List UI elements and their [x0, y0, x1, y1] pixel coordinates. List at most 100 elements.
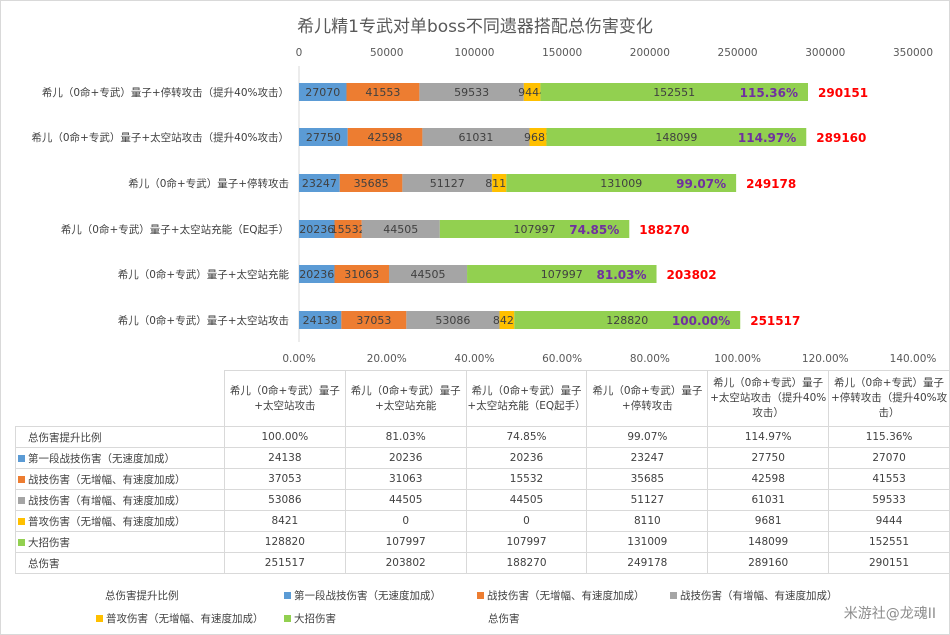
table-cell: 53086	[223, 489, 346, 511]
table-row: 普攻伤害（无增幅、有速度加成） 8421 0 0 8110 9681 9444	[15, 510, 950, 532]
legend-item: 第一段战技伤害（无速度加成）	[284, 588, 441, 603]
table-cell: 249178	[586, 552, 709, 574]
table-cell: 107997	[344, 531, 467, 553]
bar-data-label: 51127	[430, 177, 465, 190]
total-label: 188270	[639, 223, 689, 237]
x-top-tick-label: 250000	[718, 47, 758, 59]
table-cell: 37053	[223, 468, 346, 490]
data-table: 希儿（0命+专武）量子+太空站攻击 希儿（0命+专武）量子+太空站充能 希儿（0命+…	[15, 370, 950, 574]
total-label: 290151	[818, 86, 868, 100]
legend-label: 第一段战技伤害（无速度加成）	[294, 590, 441, 602]
table-row: 大招伤害 128820 107997 107997 131009 148099 152551	[15, 531, 950, 553]
table-cell: 9681	[707, 510, 830, 532]
table-row-label-text: 普攻伤害（无增幅、有速度加成）	[28, 515, 186, 528]
table-cell: 44505	[465, 489, 588, 511]
ratio-label: 114.97%	[738, 131, 796, 145]
bar-data-label: 44505	[411, 268, 446, 281]
table-cell: 188270	[465, 552, 588, 574]
bar-data-label: 44505	[383, 223, 418, 236]
table-cell: 59533	[828, 489, 950, 511]
bar-segment	[299, 83, 347, 101]
ratio-label: 99.07%	[676, 177, 726, 191]
total-label: 289160	[816, 131, 866, 145]
table-column-header: 希儿（0命+专武）量子+停转攻击（提升40%攻击）	[828, 370, 950, 427]
table-cell: 51127	[586, 489, 709, 511]
x-bottom-tick-label: 120.00%	[802, 353, 849, 365]
table-row-label-text: 战技伤害（无增幅、有速度加成）	[28, 473, 186, 486]
table-cell: 44505	[344, 489, 467, 511]
bar-data-label: 8421	[493, 314, 521, 327]
table-cell: 107997	[465, 531, 588, 553]
bar-data-label: 35685	[354, 177, 389, 190]
x-bottom-tick-label: 40.00%	[454, 353, 494, 365]
bar-segment	[467, 265, 657, 283]
x-bottom-tick-label: 100.00%	[714, 353, 761, 365]
table-cell: 131009	[586, 531, 709, 553]
y-category-label: 希儿（0命+专武）量子+太空站充能	[118, 268, 290, 281]
chart-title: 希儿精1专武对单boss不同遗器搭配总伤害变化	[297, 17, 653, 37]
table-cell: 42598	[707, 468, 830, 490]
total-label: 203802	[667, 268, 717, 282]
bar-data-label: 37053	[356, 314, 391, 327]
table-cell: 8421	[223, 510, 346, 532]
bar-data-label: 42598	[368, 131, 403, 144]
bar-segment	[406, 311, 500, 329]
bar-segment	[422, 128, 530, 146]
table-row-label: 总伤害	[15, 552, 225, 574]
legend-item: 总伤害提升比例	[105, 588, 179, 603]
x-bottom-tick-label: 60.00%	[542, 353, 582, 365]
table-cell: 61031	[707, 489, 830, 511]
bar-segment	[506, 174, 737, 192]
table-column-header: 希儿（0命+专武）量子+太空站充能（EQ起手）	[465, 370, 588, 427]
table-row-label: 总伤害提升比例	[15, 426, 225, 448]
legend-swatch	[477, 592, 484, 599]
legend-item: 战技伤害（无增幅、有速度加成）	[477, 588, 645, 603]
bar-data-label: 8110	[485, 177, 513, 190]
legend-swatch	[284, 615, 291, 622]
table-cell: 289160	[707, 552, 830, 574]
legend-swatch	[18, 454, 25, 462]
bar-data-label: 107997	[541, 268, 583, 281]
x-top-tick-label: 200000	[630, 47, 670, 59]
legend-swatch	[18, 475, 25, 483]
table-row-label: 大招伤害	[15, 531, 225, 553]
legend-swatch	[284, 592, 291, 599]
bar-segment	[334, 265, 389, 283]
bar-segment	[529, 128, 547, 146]
total-label: 249178	[746, 177, 796, 191]
bar-data-label: 20236	[299, 268, 334, 281]
bar-data-label: 152551	[653, 86, 695, 99]
table-cell: 0	[465, 510, 588, 532]
table-column-header: 希儿（0命+专武）量子+太空站攻击（提升40%攻击）	[707, 370, 830, 427]
x-top-tick-label: 150000	[542, 47, 582, 59]
y-category-label: 希儿（0命+专武）量子+停转攻击（提升40%攻击）	[42, 86, 289, 99]
x-top-tick-label: 350000	[893, 47, 933, 59]
bar-data-label: 9444	[518, 86, 546, 99]
table-cell: 251517	[223, 552, 346, 574]
legend-swatch	[96, 615, 103, 622]
table-row-label-text: 战技伤害（有增幅、有速度加成）	[28, 494, 186, 507]
legend-item: 普攻伤害（无增幅、有速度加成）	[96, 611, 264, 626]
legend-item: 战技伤害（有增幅、有速度加成）	[670, 588, 838, 603]
table-row-label: 战技伤害（无增幅、有速度加成）	[15, 468, 225, 490]
table-cell: 290151	[828, 552, 950, 574]
table-cell: 27070	[828, 447, 950, 469]
table-row: 战技伤害（有增幅、有速度加成） 53086 44505 44505 51127 61031…	[15, 489, 950, 511]
bar-segment	[499, 311, 515, 329]
bar-data-label: 128820	[606, 314, 648, 327]
table-cell: 9444	[828, 510, 950, 532]
legend-label: 总伤害提升比例	[105, 590, 179, 602]
table-cell: 152551	[828, 531, 950, 553]
bar-data-label: 107997	[514, 223, 556, 236]
legend-item: 大招伤害	[284, 611, 336, 626]
table-cell: 31063	[344, 468, 467, 490]
legend-label: 战技伤害（有增幅、有速度加成）	[680, 590, 838, 602]
table-cell: 0	[344, 510, 467, 532]
table-row-label-text: 总伤害	[28, 557, 60, 570]
legend-swatch	[18, 517, 25, 525]
x-top-tick-label: 100000	[454, 47, 494, 59]
table-row-label: 战技伤害（有增幅、有速度加成）	[15, 489, 225, 511]
legend-swatch	[670, 592, 677, 599]
legend-item: 总伤害	[488, 611, 520, 626]
bar-segment	[299, 311, 342, 329]
